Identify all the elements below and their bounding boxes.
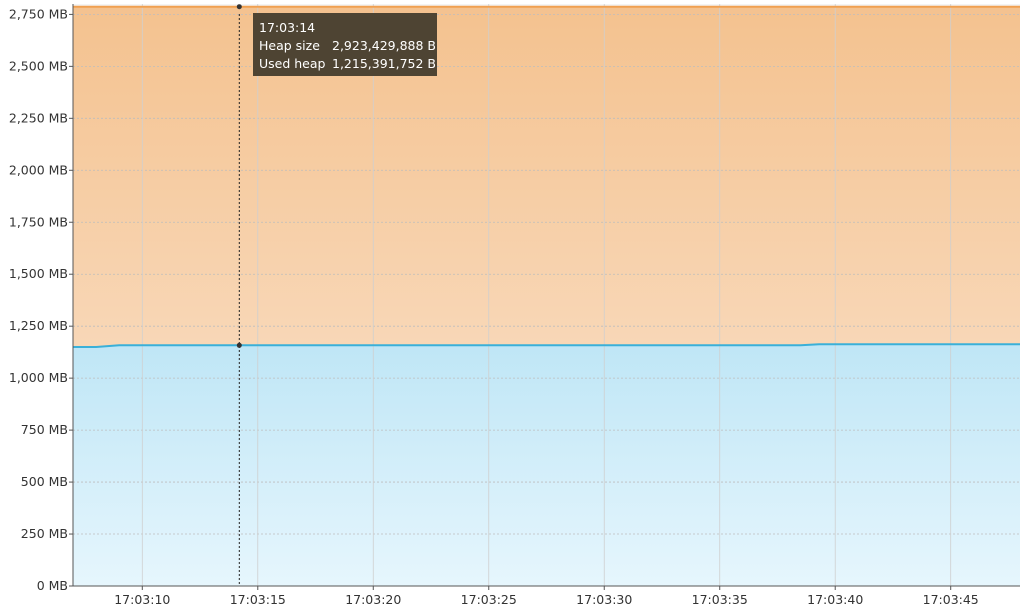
y-axis-ticks: 0 MB 250 MB 500 MB 750 MB 1,000 MB 1,250 MB 1,… bbox=[9, 6, 73, 593]
y-tick-label: 2,750 MB bbox=[9, 6, 68, 21]
x-tick-label: 17:03:25 bbox=[461, 592, 517, 607]
gridlines bbox=[73, 4, 1020, 586]
x-tick-label: 17:03:45 bbox=[923, 592, 979, 607]
x-tick-label: 17:03:40 bbox=[807, 592, 863, 607]
y-tick-label: 2,000 MB bbox=[9, 162, 68, 177]
y-tick-label: 2,500 MB bbox=[9, 58, 68, 73]
y-tick-label: 500 MB bbox=[21, 474, 68, 489]
tooltip-used-heap-label: Used heap bbox=[259, 56, 326, 71]
tooltip-row-heap-size: Heap size 2,923,429,888 B bbox=[259, 37, 436, 55]
y-tick-label: 750 MB bbox=[21, 422, 68, 437]
y-tick-label: 1,500 MB bbox=[9, 266, 68, 281]
tooltip-used-heap-value: 1,215,391,752 B bbox=[332, 56, 436, 71]
y-tick-label: 1,750 MB bbox=[9, 214, 68, 229]
tooltip-row-used-heap: Used heap 1,215,391,752 B bbox=[259, 55, 436, 73]
x-tick-label: 17:03:20 bbox=[345, 592, 401, 607]
series-line-used bbox=[73, 343, 1020, 348]
series-area-used bbox=[73, 344, 1020, 586]
series-lines bbox=[73, 5, 1020, 348]
y-tick-label: 1,000 MB bbox=[9, 370, 68, 385]
crosshair bbox=[236, 4, 242, 586]
tooltip-heap-size-value: 2,923,429,888 B bbox=[332, 38, 436, 53]
tooltip-time: 17:03:14 bbox=[259, 20, 316, 35]
tooltip: 17:03:14 Heap size 2,923,429,888 B Used … bbox=[253, 13, 437, 76]
series-areas bbox=[73, 6, 1020, 586]
axes bbox=[72, 4, 1020, 587]
x-tick-label: 17:03:30 bbox=[576, 592, 632, 607]
x-tick-label: 17:03:35 bbox=[692, 592, 748, 607]
x-tick-label: 17:03:10 bbox=[114, 592, 170, 607]
x-axis-ticks: 17:03:10 17:03:15 17:03:20 17:03:25 17:03:30… bbox=[114, 586, 979, 607]
crosshair-marker-used bbox=[236, 342, 242, 348]
tooltip-heap-size-label: Heap size bbox=[259, 38, 320, 53]
x-tick-label: 17:03:15 bbox=[230, 592, 286, 607]
y-tick-label: 2,250 MB bbox=[9, 110, 68, 125]
y-tick-label: 250 MB bbox=[21, 526, 68, 541]
y-tick-label: 1,250 MB bbox=[9, 318, 68, 333]
y-tick-label: 0 MB bbox=[37, 578, 68, 593]
crosshair-marker-heap bbox=[236, 4, 242, 10]
